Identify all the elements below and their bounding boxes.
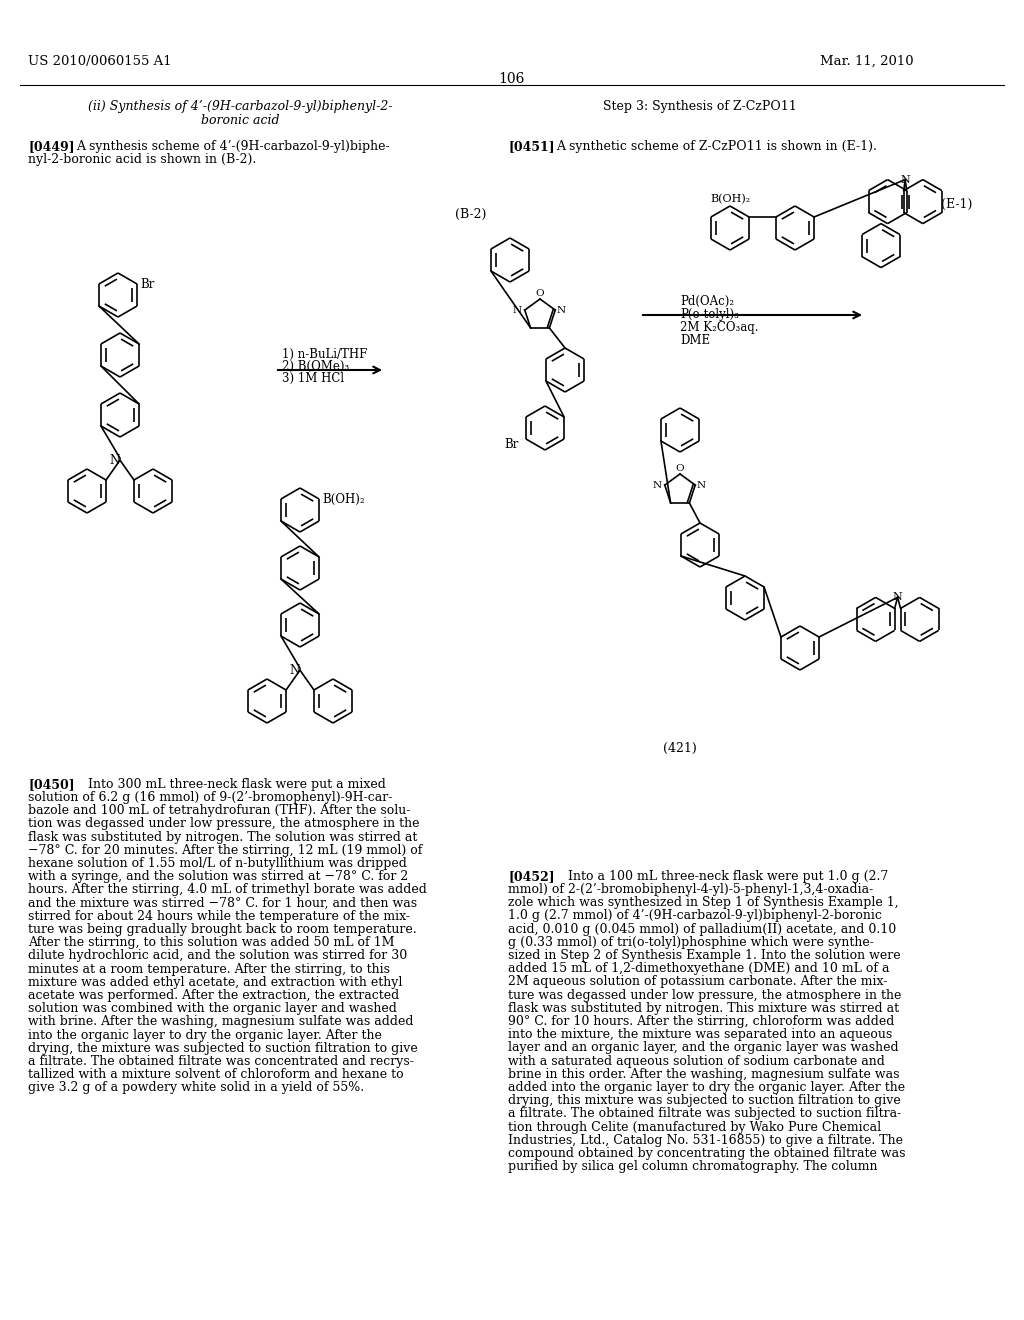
Text: N: N	[556, 305, 565, 314]
Text: hours. After the stirring, 4.0 mL of trimethyl borate was added: hours. After the stirring, 4.0 mL of tri…	[28, 883, 427, 896]
Text: (421): (421)	[664, 742, 697, 755]
Text: layer and an organic layer, and the organic layer was washed: layer and an organic layer, and the orga…	[508, 1041, 899, 1055]
Text: Br: Br	[504, 437, 518, 450]
Text: tion through Celite (manufactured by Wako Pure Chemical: tion through Celite (manufactured by Wak…	[508, 1121, 881, 1134]
Text: 2M K₂CO₃aq.: 2M K₂CO₃aq.	[680, 321, 759, 334]
Text: (ii) Synthesis of 4’-(9H-carbazol-9-yl)biphenyl-2-: (ii) Synthesis of 4’-(9H-carbazol-9-yl)b…	[88, 100, 392, 114]
Text: with brine. After the washing, magnesium sulfate was added: with brine. After the washing, magnesium…	[28, 1015, 414, 1028]
Text: Industries, Ltd., Catalog No. 531-16855) to give a filtrate. The: Industries, Ltd., Catalog No. 531-16855)…	[508, 1134, 903, 1147]
Text: acetate was performed. After the extraction, the extracted: acetate was performed. After the extract…	[28, 989, 399, 1002]
Text: brine in this order. After the washing, magnesium sulfate was: brine in this order. After the washing, …	[508, 1068, 899, 1081]
Text: flask was substituted by nitrogen. This mixture was stirred at: flask was substituted by nitrogen. This …	[508, 1002, 899, 1015]
Text: [0452]: [0452]	[508, 870, 555, 883]
Text: into the organic layer to dry the organic layer. After the: into the organic layer to dry the organi…	[28, 1028, 382, 1041]
Text: N: N	[893, 593, 902, 602]
Text: 3) 1M HCl: 3) 1M HCl	[282, 372, 344, 385]
Text: with a saturated aqueous solution of sodium carbonate and: with a saturated aqueous solution of sod…	[508, 1055, 885, 1068]
Text: bazole and 100 mL of tetrahydrofuran (THF). After the solu-: bazole and 100 mL of tetrahydrofuran (TH…	[28, 804, 411, 817]
Text: mmol) of 2-(2’-bromobiphenyl-4-yl)-5-phenyl-1,3,4-oxadia-: mmol) of 2-(2’-bromobiphenyl-4-yl)-5-phe…	[508, 883, 873, 896]
Text: a filtrate. The obtained filtrate was concentrated and recrys-: a filtrate. The obtained filtrate was co…	[28, 1055, 414, 1068]
Text: Br: Br	[140, 277, 155, 290]
Text: Step 3: Synthesis of Z-CzPO11: Step 3: Synthesis of Z-CzPO11	[603, 100, 797, 114]
Text: [0451]: [0451]	[508, 140, 555, 153]
Text: acid, 0.010 g (0.045 mmol) of palladium(II) acetate, and 0.10: acid, 0.010 g (0.045 mmol) of palladium(…	[508, 923, 896, 936]
Text: B(OH)₂: B(OH)₂	[710, 194, 750, 205]
Text: boronic acid: boronic acid	[201, 114, 280, 127]
Text: Mar. 11, 2010: Mar. 11, 2010	[820, 55, 913, 69]
Text: solution was combined with the organic layer and washed: solution was combined with the organic l…	[28, 1002, 397, 1015]
Text: 1) n-BuLi/THF: 1) n-BuLi/THF	[282, 348, 368, 360]
Text: N: N	[110, 454, 120, 467]
Text: 2) B(OMe)₃: 2) B(OMe)₃	[282, 360, 349, 374]
Text: a filtrate. The obtained filtrate was subjected to suction filtra-: a filtrate. The obtained filtrate was su…	[508, 1107, 901, 1121]
Text: Into a 100 mL three-neck flask were put 1.0 g (2.7: Into a 100 mL three-neck flask were put …	[556, 870, 888, 883]
Text: (B-2): (B-2)	[455, 209, 486, 220]
Text: tallized with a mixture solvent of chloroform and hexane to: tallized with a mixture solvent of chlor…	[28, 1068, 403, 1081]
Text: give 3.2 g of a powdery white solid in a yield of 55%.: give 3.2 g of a powdery white solid in a…	[28, 1081, 365, 1094]
Text: N: N	[290, 664, 300, 677]
Text: added into the organic layer to dry the organic layer. After the: added into the organic layer to dry the …	[508, 1081, 905, 1094]
Text: Into 300 mL three-neck flask were put a mixed: Into 300 mL three-neck flask were put a …	[76, 777, 386, 791]
Text: purified by silica gel column chromatography. The column: purified by silica gel column chromatogr…	[508, 1160, 878, 1173]
Text: N: N	[513, 305, 522, 314]
Text: −78° C. for 20 minutes. After the stirring, 12 mL (19 mmol) of: −78° C. for 20 minutes. After the stirri…	[28, 843, 422, 857]
Text: stirred for about 24 hours while the temperature of the mix-: stirred for about 24 hours while the tem…	[28, 909, 410, 923]
Text: A synthesis scheme of 4’-(9H-carbazol-9-yl)biphe-: A synthesis scheme of 4’-(9H-carbazol-9-…	[76, 140, 389, 153]
Text: hexane solution of 1.55 mol/L of n-butyllithium was dripped: hexane solution of 1.55 mol/L of n-butyl…	[28, 857, 407, 870]
Text: and the mixture was stirred −78° C. for 1 hour, and then was: and the mixture was stirred −78° C. for …	[28, 896, 417, 909]
Text: Pd(OAc)₂: Pd(OAc)₂	[680, 294, 734, 308]
Text: (E-1): (E-1)	[941, 198, 972, 211]
Text: compound obtained by concentrating the obtained filtrate was: compound obtained by concentrating the o…	[508, 1147, 905, 1160]
Text: minutes at a room temperature. After the stirring, to this: minutes at a room temperature. After the…	[28, 962, 390, 975]
Text: O: O	[536, 289, 545, 298]
Text: with a syringe, and the solution was stirred at −78° C. for 2: with a syringe, and the solution was sti…	[28, 870, 409, 883]
Text: added 15 mL of 1,2-dimethoxyethane (DME) and 10 mL of a: added 15 mL of 1,2-dimethoxyethane (DME)…	[508, 962, 890, 975]
Text: [0450]: [0450]	[28, 777, 75, 791]
Text: solution of 6.2 g (16 mmol) of 9-(2’-bromophenyl)-9H-car-: solution of 6.2 g (16 mmol) of 9-(2’-bro…	[28, 791, 392, 804]
Text: nyl-2-boronic acid is shown in (B-2).: nyl-2-boronic acid is shown in (B-2).	[28, 153, 256, 166]
Text: N: N	[696, 480, 706, 490]
Text: drying, the mixture was subjected to suction filtration to give: drying, the mixture was subjected to suc…	[28, 1041, 418, 1055]
Text: 2M aqueous solution of potassium carbonate. After the mix-: 2M aqueous solution of potassium carbona…	[508, 975, 888, 989]
Text: flask was substituted by nitrogen. The solution was stirred at: flask was substituted by nitrogen. The s…	[28, 830, 418, 843]
Text: zole which was synthesized in Step 1 of Synthesis Example 1,: zole which was synthesized in Step 1 of …	[508, 896, 899, 909]
Text: g (0.33 mmol) of tri(o-tolyl)phosphine which were synthe-: g (0.33 mmol) of tri(o-tolyl)phosphine w…	[508, 936, 873, 949]
Text: 90° C. for 10 hours. After the stirring, chloroform was added: 90° C. for 10 hours. After the stirring,…	[508, 1015, 894, 1028]
Text: mixture was added ethyl acetate, and extraction with ethyl: mixture was added ethyl acetate, and ext…	[28, 975, 402, 989]
Text: P(o-tolyl)₃: P(o-tolyl)₃	[680, 308, 739, 321]
Text: US 2010/0060155 A1: US 2010/0060155 A1	[28, 55, 172, 69]
Text: ture was degassed under low pressure, the atmosphere in the: ture was degassed under low pressure, th…	[508, 989, 901, 1002]
Text: O: O	[676, 465, 684, 473]
Text: tion was degassed under low pressure, the atmosphere in the: tion was degassed under low pressure, th…	[28, 817, 420, 830]
Text: A synthetic scheme of Z-CzPO11 is shown in (E-1).: A synthetic scheme of Z-CzPO11 is shown …	[556, 140, 877, 153]
Text: into the mixture, the mixture was separated into an aqueous: into the mixture, the mixture was separa…	[508, 1028, 892, 1041]
Text: 106: 106	[499, 73, 525, 86]
Text: N: N	[900, 174, 910, 185]
Text: DME: DME	[680, 334, 710, 347]
Text: N: N	[652, 480, 662, 490]
Text: 1.0 g (2.7 mmol) of 4’-(9H-carbazol-9-yl)biphenyl-2-boronic: 1.0 g (2.7 mmol) of 4’-(9H-carbazol-9-yl…	[508, 909, 882, 923]
Text: ture was being gradually brought back to room temperature.: ture was being gradually brought back to…	[28, 923, 417, 936]
Text: [0449]: [0449]	[28, 140, 75, 153]
Text: drying, this mixture was subjected to suction filtration to give: drying, this mixture was subjected to su…	[508, 1094, 901, 1107]
Text: After the stirring, to this solution was added 50 mL of 1M: After the stirring, to this solution was…	[28, 936, 394, 949]
Text: B(OH)₂: B(OH)₂	[323, 492, 365, 506]
Text: dilute hydrochloric acid, and the solution was stirred for 30: dilute hydrochloric acid, and the soluti…	[28, 949, 408, 962]
Text: sized in Step 2 of Synthesis Example 1. Into the solution were: sized in Step 2 of Synthesis Example 1. …	[508, 949, 901, 962]
